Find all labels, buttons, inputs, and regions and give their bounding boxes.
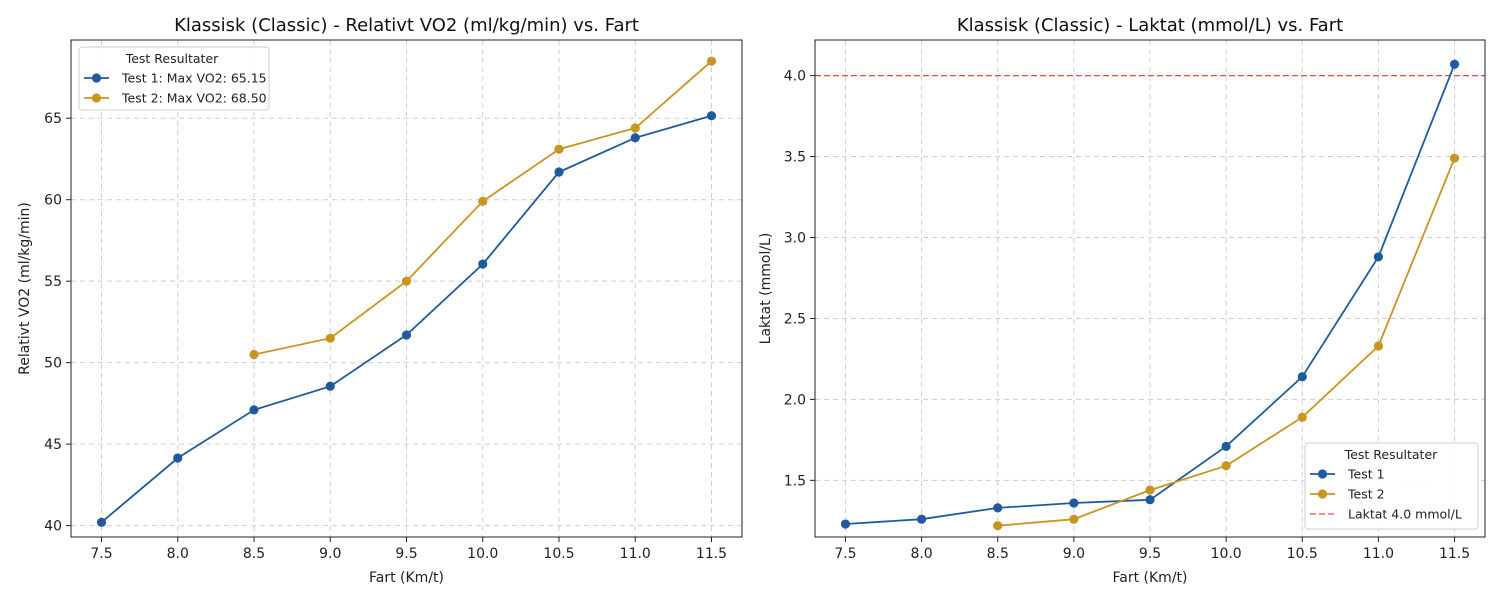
y-axis-label: Laktat (mmol/L)	[758, 233, 774, 345]
x-tick-label: 11.0	[620, 546, 651, 562]
data-point	[1221, 461, 1231, 471]
data-point	[706, 111, 717, 121]
legend-label: Test 2: Max VO2: 68.50	[121, 91, 267, 106]
legend-entry: Laktat 4.0 mmol/L	[1310, 507, 1462, 522]
legend-entry: Test 2: Max VO2: 68.50	[84, 91, 267, 106]
x-tick-label: 9.5	[395, 546, 417, 562]
legend-title: Test Resultater	[1344, 447, 1438, 462]
data-point	[1373, 341, 1384, 351]
legend: Test Resultater Test 1: Max VO2: 65.15 Tes…	[78, 46, 270, 111]
data-point	[840, 519, 851, 529]
legend-box	[78, 46, 270, 111]
chart-1: 7.5 8.0 8.5 9.0 9.5 10.0 10.5 11.0 11.5 40 45 50 55 6…	[17, 15, 743, 586]
x-tick-label: 9.0	[319, 546, 341, 562]
y-tick-label: 3.0	[784, 231, 806, 247]
y-tick-label: 40	[44, 519, 62, 535]
series-2	[249, 56, 717, 360]
legend-title: Test Resultater	[125, 51, 219, 66]
legend-label: Test 1: Max VO2: 65.15	[121, 71, 267, 86]
y-axis-label: Relativt VO2 (ml/kg/min)	[17, 202, 33, 375]
data-point	[249, 405, 259, 415]
x-tick-label: 11.5	[696, 546, 727, 562]
data-point	[1221, 441, 1231, 451]
data-point	[1069, 514, 1079, 524]
legend-entry: Test 1	[1310, 467, 1385, 482]
data-point	[554, 144, 564, 154]
x-tick-label: 11.5	[1439, 546, 1470, 562]
legend-marker	[91, 73, 102, 83]
data-point	[706, 56, 717, 66]
x-tick-label: 7.5	[90, 546, 112, 562]
legend-entry: Test 1: Max VO2: 65.15	[84, 71, 267, 86]
x-tick-label: 10.5	[1287, 546, 1318, 562]
x-tick-label: 10.0	[1211, 546, 1242, 562]
data-point	[249, 349, 259, 360]
data-point	[96, 517, 107, 527]
y-tick-label: 3.5	[784, 150, 806, 166]
legend-label: Laktat 4.0 mmol/L	[1348, 507, 1462, 522]
x-axis-label: Fart (Km/t)	[1113, 570, 1188, 586]
y-tick-label: 1.5	[784, 473, 806, 489]
series-1	[840, 59, 1460, 529]
x-tick-label: 9.0	[1063, 546, 1085, 562]
x-tick-label: 7.5	[834, 546, 856, 562]
data-point	[993, 521, 1003, 531]
data-point	[401, 330, 412, 340]
x-tick-label: 8.5	[987, 546, 1009, 562]
data-point	[478, 196, 488, 206]
y-tick-label: 60	[44, 193, 62, 209]
data-point	[1145, 495, 1155, 505]
x-tick-label: 10.0	[467, 546, 498, 562]
series-2	[993, 153, 1460, 531]
y-tick-label: 2.5	[784, 311, 806, 327]
y-tick-label: 4.0	[784, 69, 806, 85]
data-point	[916, 514, 927, 524]
data-point	[630, 133, 640, 143]
data-point	[1449, 153, 1460, 163]
data-point	[1145, 485, 1155, 495]
legend-marker	[91, 93, 102, 103]
legend-entry: Test 2	[1310, 487, 1385, 502]
legend-label: Test 1	[1347, 467, 1385, 482]
data-point	[554, 167, 564, 177]
data-point	[1449, 59, 1460, 69]
data-point	[401, 276, 412, 286]
x-tick-label: 9.5	[1139, 546, 1161, 562]
y-tick-label: 2.0	[784, 392, 806, 408]
legend-marker	[1317, 489, 1328, 499]
x-tick-label: 8.0	[167, 546, 189, 562]
y-tick-label: 55	[44, 274, 62, 290]
data-point	[1373, 252, 1384, 262]
data-point	[173, 453, 183, 463]
legend-marker	[1317, 469, 1328, 479]
chart-2: 7.5 8.0 8.5 9.0 9.5 10.0 10.5 11.0 11.5 1.5 2.0 2.5…	[758, 15, 1486, 586]
x-tick-label: 8.5	[243, 546, 265, 562]
y-tick-label: 50	[44, 356, 62, 372]
data-point	[325, 381, 335, 391]
x-tick-label: 11.0	[1363, 546, 1394, 562]
data-point	[1297, 412, 1307, 422]
x-axis-label: Fart (Km/t)	[369, 570, 444, 586]
data-point	[325, 333, 335, 343]
x-tick-label: 8.0	[910, 546, 932, 562]
x-tick-label: 10.5	[543, 546, 574, 562]
legend-box	[1304, 442, 1479, 530]
legend: Test Resultater Test 1 Test 2 Laktat 4.0 mm…	[1304, 442, 1479, 530]
data-point	[993, 503, 1003, 513]
data-point	[630, 123, 640, 133]
legend-label: Test 2	[1347, 487, 1385, 502]
data-point	[478, 259, 488, 269]
chart-title: Klassisk (Classic) - Relativt VO2 (ml/kg…	[174, 15, 639, 36]
y-tick-label: 65	[44, 111, 62, 127]
y-tick-label: 45	[44, 437, 62, 453]
data-point	[1069, 498, 1079, 508]
chart-title: Klassisk (Classic) - Laktat (mmol/L) vs.…	[957, 15, 1343, 36]
data-point	[1297, 372, 1307, 382]
series-1	[96, 111, 717, 527]
